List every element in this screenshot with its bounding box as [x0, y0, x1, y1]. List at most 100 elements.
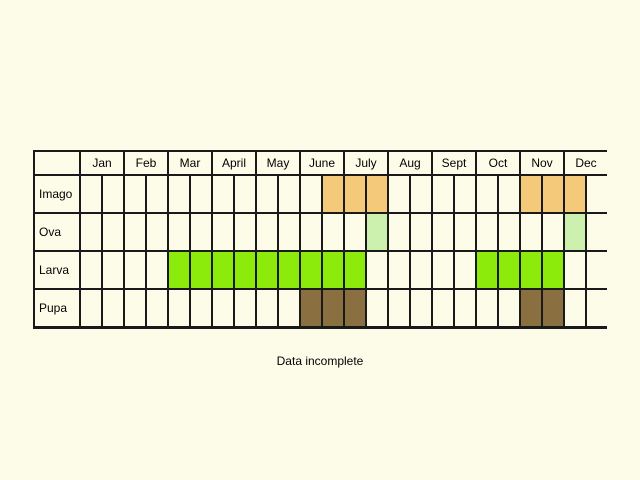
stage-absent-cell: [279, 214, 299, 250]
stage-absent-cell: [81, 214, 101, 250]
month-header: Feb: [125, 152, 167, 174]
stage-absent-cell: [103, 176, 123, 212]
stage-absent-cell: [125, 290, 145, 326]
month-header: Aug: [389, 152, 431, 174]
stage-absent-cell: [477, 176, 497, 212]
stage-absent-cell: [279, 290, 299, 326]
stage-absent-cell: [477, 214, 497, 250]
stage-absent-cell: [235, 214, 255, 250]
stage-absent-cell: [213, 290, 233, 326]
stage-absent-cell: [235, 290, 255, 326]
stage-absent-cell: [191, 290, 211, 326]
stage-absent-cell: [169, 176, 189, 212]
stage-absent-cell: [125, 214, 145, 250]
stage-absent-cell: [433, 176, 453, 212]
row-label: Pupa: [35, 290, 79, 326]
stage-absent-cell: [169, 290, 189, 326]
stage-absent-cell: [499, 290, 519, 326]
stage-absent-cell: [301, 214, 321, 250]
stage-absent-cell: [191, 176, 211, 212]
stage-absent-cell: [587, 252, 607, 288]
month-header: June: [301, 152, 343, 174]
stage-absent-cell: [433, 252, 453, 288]
month-header: Jan: [81, 152, 123, 174]
stage-absent-cell: [587, 176, 607, 212]
month-header: May: [257, 152, 299, 174]
stage-absent-cell: [455, 176, 475, 212]
stage-absent-cell: [103, 214, 123, 250]
stage-absent-cell: [455, 214, 475, 250]
stage-absent-cell: [499, 176, 519, 212]
stage-absent-cell: [81, 290, 101, 326]
stage-absent-cell: [433, 214, 453, 250]
stage-present-cell: [543, 290, 563, 326]
stage-present-cell: [367, 176, 387, 212]
month-header: Dec: [565, 152, 607, 174]
stage-absent-cell: [81, 176, 101, 212]
row-label: Larva: [35, 252, 79, 288]
row-label: Ova: [35, 214, 79, 250]
stage-present-cell: [345, 176, 365, 212]
month-header: Sept: [433, 152, 475, 174]
stage-present-cell: [279, 252, 299, 288]
stage-absent-cell: [125, 252, 145, 288]
stage-absent-cell: [323, 214, 343, 250]
stage-absent-cell: [257, 176, 277, 212]
stage-absent-cell: [389, 290, 409, 326]
stage-absent-cell: [455, 252, 475, 288]
stage-absent-cell: [587, 214, 607, 250]
stage-present-cell: [191, 252, 211, 288]
stage-present-cell: [521, 290, 541, 326]
stage-absent-cell: [367, 252, 387, 288]
stage-absent-cell: [301, 176, 321, 212]
stage-present-cell: [345, 252, 365, 288]
stage-present-cell: [543, 176, 563, 212]
stage-absent-cell: [411, 252, 431, 288]
stage-absent-cell: [147, 214, 167, 250]
stage-absent-cell: [477, 290, 497, 326]
month-header: July: [345, 152, 387, 174]
stage-absent-cell: [257, 290, 277, 326]
stage-present-cell: [301, 290, 321, 326]
stage-absent-cell: [587, 290, 607, 326]
stage-present-cell: [257, 252, 277, 288]
stage-present-cell: [235, 252, 255, 288]
stage-present-cell: [477, 252, 497, 288]
stage-present-cell: [323, 252, 343, 288]
stage-absent-cell: [411, 176, 431, 212]
stage-absent-cell: [345, 214, 365, 250]
stage-absent-cell: [543, 214, 563, 250]
stage-absent-cell: [433, 290, 453, 326]
month-header: Oct: [477, 152, 519, 174]
stage-absent-cell: [235, 176, 255, 212]
stage-absent-cell: [411, 290, 431, 326]
stage-absent-cell: [499, 214, 519, 250]
stage-absent-cell: [455, 290, 475, 326]
month-header: Mar: [169, 152, 211, 174]
life-cycle-calendar: Jan Feb Mar April May June July Aug Sept Oct Nov De…: [33, 150, 607, 329]
stage-present-cell: [213, 252, 233, 288]
stage-absent-cell: [389, 214, 409, 250]
stage-absent-cell: [367, 290, 387, 326]
stage-present-cell: [169, 252, 189, 288]
stage-absent-cell: [411, 214, 431, 250]
stage-absent-cell: [81, 252, 101, 288]
stage-absent-cell: [213, 176, 233, 212]
stage-absent-cell: [565, 252, 585, 288]
stage-present-cell: [521, 252, 541, 288]
stage-absent-cell: [147, 176, 167, 212]
stage-absent-cell: [103, 252, 123, 288]
stage-absent-cell: [521, 214, 541, 250]
data-incomplete-note: Data incomplete: [276, 354, 364, 368]
month-header: April: [213, 152, 255, 174]
stage-absent-cell: [125, 176, 145, 212]
stage-absent-cell: [279, 176, 299, 212]
stage-present-cell: [565, 176, 585, 212]
header-corner: [35, 152, 79, 174]
stage-absent-cell: [191, 214, 211, 250]
stage-absent-cell: [147, 290, 167, 326]
stage-absent-cell: [257, 214, 277, 250]
stage-absent-cell: [147, 252, 167, 288]
stage-present-cell: [499, 252, 519, 288]
stage-present-cell: [543, 252, 563, 288]
